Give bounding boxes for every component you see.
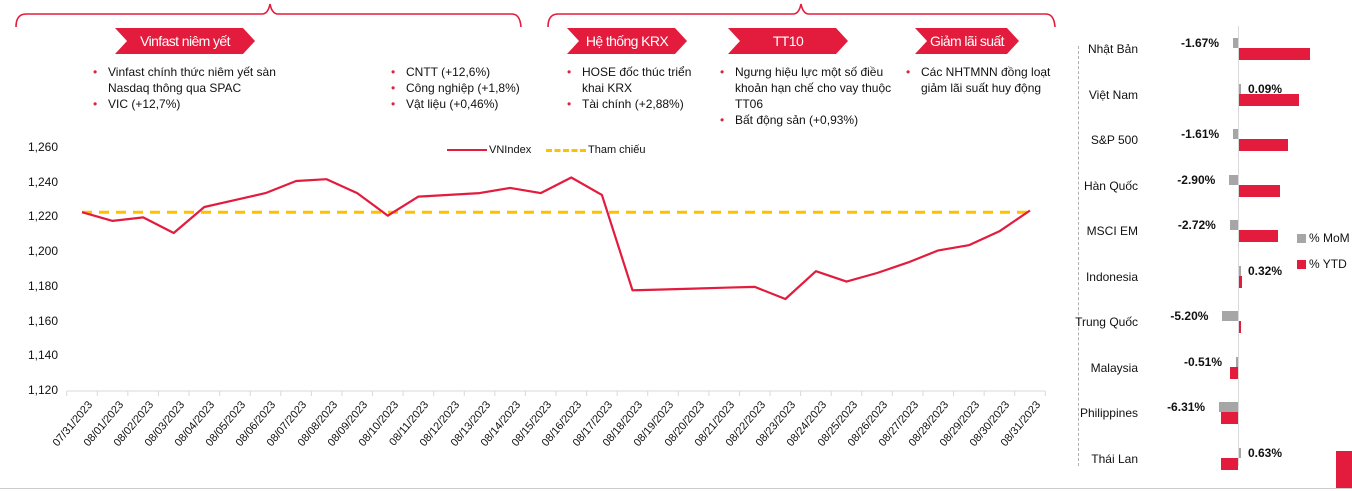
note-item: VIC (+12,7%) <box>93 96 293 112</box>
mom-bar <box>1229 174 1238 185</box>
y-tick-label: 1,140 <box>27 348 58 363</box>
y-tick-label: 1,260 <box>27 140 58 154</box>
note-item: Bất động sản (+0,93%) <box>720 112 900 128</box>
note-item: Vinfast chính thức niêm yết sàn Nasdaq t… <box>93 64 293 96</box>
notes-vinfast-right: CNTT (+12,6%) Công nghiệp (+1,8%) Vật li… <box>391 64 541 112</box>
legend-mom: % MoM <box>1297 231 1350 245</box>
notes-krx: HOSE đốc thúc triển khai KRX Tài chính (… <box>567 64 712 112</box>
note-item: Các NHTMNN đồng loạt giảm lãi suất huy đ… <box>906 64 1066 96</box>
note-item: HOSE đốc thúc triển khai KRX <box>567 64 712 96</box>
mom-bar <box>1236 356 1238 367</box>
mom-bar <box>1233 129 1238 139</box>
country-label: Trung Quốc <box>1075 315 1138 329</box>
note-item: Vật liệu (+0,46%) <box>391 96 541 112</box>
notes-tt10: Ngưng hiệu lực một số điều khoản hạn chế… <box>720 64 900 128</box>
y-tick-label: 1,240 <box>27 174 58 189</box>
y-tick-label: 1,160 <box>27 313 58 328</box>
country-label: MSCI EM <box>1086 224 1138 238</box>
ytd-bar <box>1221 457 1238 470</box>
bottom-rule <box>0 488 1352 489</box>
legend-swatch-vnindex <box>447 149 487 151</box>
tag-krx: Hệ thống KRX <box>567 28 687 54</box>
vnindex-line <box>81 176 1031 301</box>
mom-value-label: -6.31% <box>1167 400 1206 414</box>
mom-bar <box>1232 38 1238 48</box>
country-label: Philippines <box>1079 406 1138 420</box>
country-label: Malaysia <box>1090 360 1138 375</box>
mom-bar <box>1239 265 1241 276</box>
ytd-bar <box>1239 321 1241 333</box>
tag-giam-lai-suat: Giảm lãi suất <box>915 28 1019 54</box>
note-item: Ngưng hiệu lực một số điều khoản hạn chế… <box>720 64 900 112</box>
mom-value-label: 0.32% <box>1248 263 1283 278</box>
notes-giam-lai-suat: Các NHTMNN đồng loạt giảm lãi suất huy đ… <box>906 64 1066 96</box>
mom-bar <box>1219 402 1238 412</box>
note-item: Công nghiệp (+1,8%) <box>391 80 541 96</box>
mom-value-label: -0.51% <box>1184 354 1223 369</box>
legend-vnindex: VNIndex <box>447 144 531 156</box>
country-label: Việt Nam <box>1088 87 1138 102</box>
country-label: Indonesia <box>1085 269 1138 284</box>
ytd-bar <box>1239 93 1300 106</box>
ytd-bar <box>1229 366 1238 379</box>
legend-tham-chieu: Tham chiếu <box>546 144 645 156</box>
bracket-left <box>15 3 522 28</box>
mom-bar <box>1229 220 1238 230</box>
ytd-bar <box>1239 275 1242 288</box>
country-label: S&P 500 <box>1090 133 1138 147</box>
mom-value-label: 0.63% <box>1248 445 1283 460</box>
ytd-bar <box>1239 184 1280 197</box>
notes-vinfast-left: Vinfast chính thức niêm yết sàn Nasdaq t… <box>93 64 293 112</box>
y-tick-label: 1,180 <box>27 278 58 293</box>
y-tick-label: 1,200 <box>27 244 58 259</box>
country-label: Hàn Quốc <box>1083 178 1138 193</box>
ytd-bar <box>1221 412 1238 424</box>
tag-tt10: TT10 <box>728 28 848 54</box>
country-label: Nhật Bản <box>1087 42 1138 56</box>
ytd-bar <box>1239 139 1288 151</box>
legend-ytd: % YTD <box>1297 257 1347 271</box>
panel-separator <box>1078 46 1079 466</box>
ytd-overflow-bar <box>1336 451 1352 488</box>
legend-swatch-tham-chieu <box>546 148 586 152</box>
ytd-bar <box>1239 48 1311 60</box>
note-item: CNTT (+12,6%) <box>391 64 541 80</box>
y-tick-label: 1,220 <box>27 209 58 224</box>
legend-swatch-mom <box>1297 233 1306 243</box>
mom-bar <box>1222 311 1238 321</box>
legend-swatch-ytd <box>1297 259 1306 269</box>
country-label: Thái Lan <box>1091 451 1138 466</box>
vnindex-line-chart <box>66 176 1046 396</box>
mom-value-label: -1.67% <box>1180 36 1220 50</box>
ytd-bar <box>1239 230 1278 242</box>
mom-value-label: -5.20% <box>1170 309 1209 323</box>
note-item: Tài chính (+2,88%) <box>567 96 712 112</box>
mom-value-label: -1.61% <box>1181 127 1220 141</box>
bracket-right <box>547 3 1056 28</box>
mom-bar <box>1239 447 1241 458</box>
bar-zero-axis <box>1238 26 1239 466</box>
tag-vinfast: Vinfast niêm yết <box>115 28 255 54</box>
mom-value-label: -2.72% <box>1177 218 1216 232</box>
mom-bar <box>1239 83 1241 94</box>
y-tick-label: 1,120 <box>27 383 58 397</box>
mom-value-label: 0.09% <box>1248 81 1283 96</box>
bracket-group-1 <box>15 3 1056 28</box>
mom-value-label: -2.90% <box>1177 172 1216 187</box>
